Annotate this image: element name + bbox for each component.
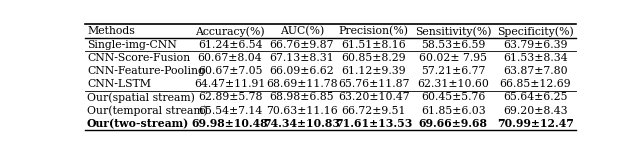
- Text: 60.85±8.29: 60.85±8.29: [342, 53, 406, 63]
- Text: 71.61±13.53: 71.61±13.53: [335, 118, 413, 129]
- Text: 61.85±6.03: 61.85±6.03: [421, 105, 486, 115]
- Text: 67.13±8.31: 67.13±8.31: [269, 53, 334, 63]
- Text: Specificity(%): Specificity(%): [497, 26, 573, 37]
- Text: 61.51±8.16: 61.51±8.16: [342, 40, 406, 50]
- Text: 62.31±10.60: 62.31±10.60: [417, 79, 489, 89]
- Text: CNN-Feature-Pooling: CNN-Feature-Pooling: [87, 66, 205, 76]
- Text: 65.76±11.87: 65.76±11.87: [338, 79, 410, 89]
- Text: 60.45±5.76: 60.45±5.76: [421, 92, 485, 102]
- Text: 63.20±10.47: 63.20±10.47: [338, 92, 410, 102]
- Text: Sensitivity(%): Sensitivity(%): [415, 26, 492, 37]
- Text: 60.67±8.04: 60.67±8.04: [198, 53, 262, 63]
- Text: 69.98±10.48: 69.98±10.48: [192, 118, 268, 129]
- Text: 63.87±7.80: 63.87±7.80: [503, 66, 568, 76]
- Text: 61.12±9.39: 61.12±9.39: [342, 66, 406, 76]
- Text: 74.34±10.83: 74.34±10.83: [264, 118, 340, 129]
- Text: 70.99±12.47: 70.99±12.47: [497, 118, 573, 129]
- Text: 63.79±6.39: 63.79±6.39: [503, 40, 567, 50]
- Text: Precision(%): Precision(%): [339, 26, 409, 37]
- Text: 68.98±6.85: 68.98±6.85: [269, 92, 334, 102]
- Text: 62.89±5.78: 62.89±5.78: [198, 92, 262, 102]
- Text: AUC(%): AUC(%): [280, 26, 324, 37]
- Text: 66.72±9.51: 66.72±9.51: [342, 105, 406, 115]
- Text: Methods: Methods: [87, 26, 134, 36]
- Text: 66.85±12.69: 66.85±12.69: [499, 79, 571, 89]
- Text: 69.66±9.68: 69.66±9.68: [419, 118, 488, 129]
- Text: Single-img-CNN: Single-img-CNN: [87, 40, 177, 50]
- Text: 70.63±11.16: 70.63±11.16: [266, 105, 338, 115]
- Text: 61.24±6.54: 61.24±6.54: [198, 40, 262, 50]
- Text: 61.53±8.34: 61.53±8.34: [503, 53, 568, 63]
- Text: CNN-Score-Fusion: CNN-Score-Fusion: [87, 53, 190, 63]
- Text: Our(spatial stream): Our(spatial stream): [87, 92, 195, 103]
- Text: 64.47±11.91: 64.47±11.91: [195, 79, 266, 89]
- Text: 65.54±7.14: 65.54±7.14: [198, 105, 262, 115]
- Text: 66.76±9.87: 66.76±9.87: [269, 40, 334, 50]
- Text: CNN-LSTM: CNN-LSTM: [87, 79, 151, 89]
- Text: 60.02± 7.95: 60.02± 7.95: [419, 53, 487, 63]
- Text: 58.53±6.59: 58.53±6.59: [421, 40, 485, 50]
- Text: Our(temporal stream): Our(temporal stream): [87, 105, 208, 116]
- Text: 60.67±7.05: 60.67±7.05: [198, 66, 262, 76]
- Text: 68.69±11.78: 68.69±11.78: [266, 79, 338, 89]
- Text: 65.64±6.25: 65.64±6.25: [503, 92, 567, 102]
- Text: Our(two-stream): Our(two-stream): [87, 118, 189, 129]
- Text: 69.20±8.43: 69.20±8.43: [503, 105, 568, 115]
- Text: Accuracy(%): Accuracy(%): [195, 26, 265, 37]
- Text: 57.21±6.77: 57.21±6.77: [421, 66, 485, 76]
- Text: 66.09±6.62: 66.09±6.62: [269, 66, 334, 76]
